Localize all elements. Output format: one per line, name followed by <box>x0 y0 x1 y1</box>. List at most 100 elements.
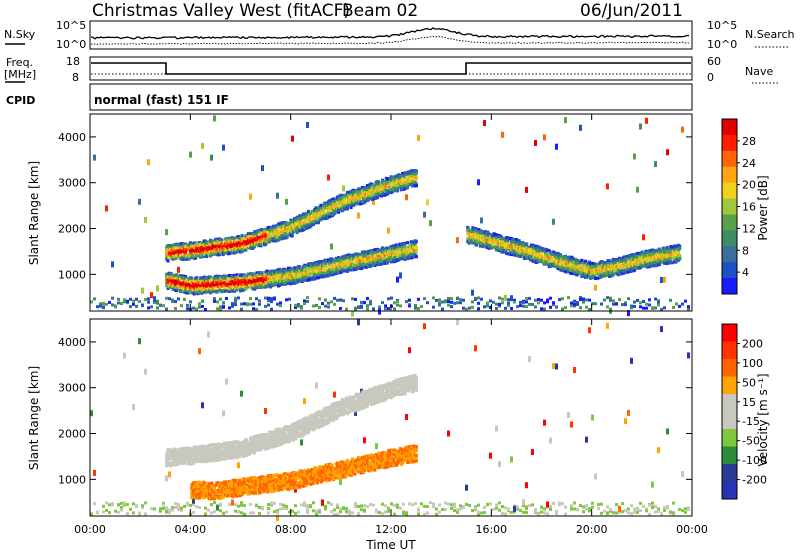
echo-cell <box>222 284 226 288</box>
echo-cell <box>236 236 240 240</box>
echo-cell <box>90 300 93 304</box>
echo-cell <box>231 302 234 306</box>
echo-cell <box>401 172 404 176</box>
echo-cell <box>345 207 349 211</box>
echo-cell <box>150 305 153 309</box>
echo-cell <box>132 299 135 303</box>
echo-cell <box>369 264 373 268</box>
echo-cell <box>482 238 486 242</box>
echo-cell <box>423 211 426 218</box>
echo-cell <box>450 297 453 300</box>
echo-cell <box>123 298 126 302</box>
echo-cell <box>648 298 651 302</box>
echo-cell <box>105 302 108 306</box>
freq-left-tick-bottom: 8 <box>72 71 79 84</box>
echo-cell <box>344 194 348 198</box>
echo-cell <box>147 297 150 301</box>
echo-cell <box>239 285 243 289</box>
echo-cell <box>279 228 283 231</box>
echo-cell <box>397 258 401 262</box>
echo-cell <box>654 161 657 168</box>
echo-cell <box>195 276 199 280</box>
echo-cell <box>162 304 165 308</box>
echo-cell <box>579 296 582 300</box>
echo-cell <box>642 300 645 303</box>
echo-cell <box>471 241 475 245</box>
cpid-label: CPID <box>6 94 35 107</box>
echo-cell <box>179 274 182 278</box>
echo-cell <box>235 288 239 292</box>
echo-cell <box>339 193 343 197</box>
echo-cell <box>485 236 489 239</box>
echo-cell <box>384 307 387 311</box>
echo-cell <box>293 269 297 273</box>
echo-cell <box>285 198 288 205</box>
echo-cell <box>360 300 363 304</box>
echo-cell <box>194 241 198 245</box>
echo-cell <box>339 298 342 302</box>
echo-cell <box>453 301 456 305</box>
echo-cell <box>243 240 246 244</box>
echo-cell <box>310 267 314 271</box>
echo-cell <box>302 212 305 216</box>
echo-cell <box>360 186 364 189</box>
echo-cell <box>190 276 194 280</box>
echo-cell <box>185 248 189 252</box>
echo-cell <box>372 199 375 206</box>
echo-cell <box>204 307 207 311</box>
echo-cell <box>681 126 684 133</box>
echo-cell <box>267 299 270 303</box>
freq-right-tick-top: 60 <box>707 55 721 68</box>
echo-cell <box>456 237 459 244</box>
echo-cell <box>519 304 522 308</box>
echo-cell <box>324 264 328 268</box>
echo-cell <box>378 305 381 309</box>
echo-cell <box>180 278 184 282</box>
echo-cell <box>264 242 268 246</box>
echo-cell <box>487 232 491 236</box>
echo-cell <box>564 306 567 310</box>
echo-cell <box>156 299 159 303</box>
echo-cell <box>513 298 516 302</box>
echo-cell <box>255 235 259 239</box>
echo-cell <box>102 306 105 310</box>
echo-cell <box>492 239 496 243</box>
echo-cell <box>399 181 403 185</box>
echo-cell <box>233 289 236 293</box>
echo-cell <box>621 303 624 307</box>
echo-cell <box>438 303 441 307</box>
echo-cell <box>342 269 346 273</box>
echo-cell <box>483 120 486 127</box>
echo-cell <box>639 301 642 305</box>
echo-cell <box>252 307 255 311</box>
echo-cell <box>475 229 478 233</box>
echo-cell <box>500 235 504 239</box>
echo-cell <box>525 300 528 304</box>
echo-cell <box>174 307 177 310</box>
search-noise-trace <box>90 35 690 45</box>
echo-cell <box>174 300 177 304</box>
echo-cell <box>337 256 341 259</box>
echo-cell <box>585 305 588 309</box>
echo-cell <box>543 134 546 141</box>
echo-cell <box>283 277 287 280</box>
echo-cell <box>552 218 555 225</box>
echo-cell <box>276 302 279 306</box>
echo-cell <box>495 233 499 237</box>
echo-cell <box>324 211 328 214</box>
echo-cell <box>303 302 306 305</box>
echo-cell <box>378 260 382 264</box>
echo-cell <box>354 192 358 196</box>
echo-cell <box>147 159 150 166</box>
echo-cell <box>196 284 200 288</box>
echo-cell <box>249 193 252 200</box>
echo-cell <box>355 190 359 194</box>
echo-cell <box>663 276 666 283</box>
echo-cell <box>294 303 297 307</box>
echo-cell <box>141 303 144 307</box>
echo-cell <box>379 194 383 198</box>
echo-cell <box>338 197 342 201</box>
echo-cell <box>199 281 203 285</box>
echo-cell <box>219 297 222 301</box>
echo-cell <box>447 297 450 300</box>
